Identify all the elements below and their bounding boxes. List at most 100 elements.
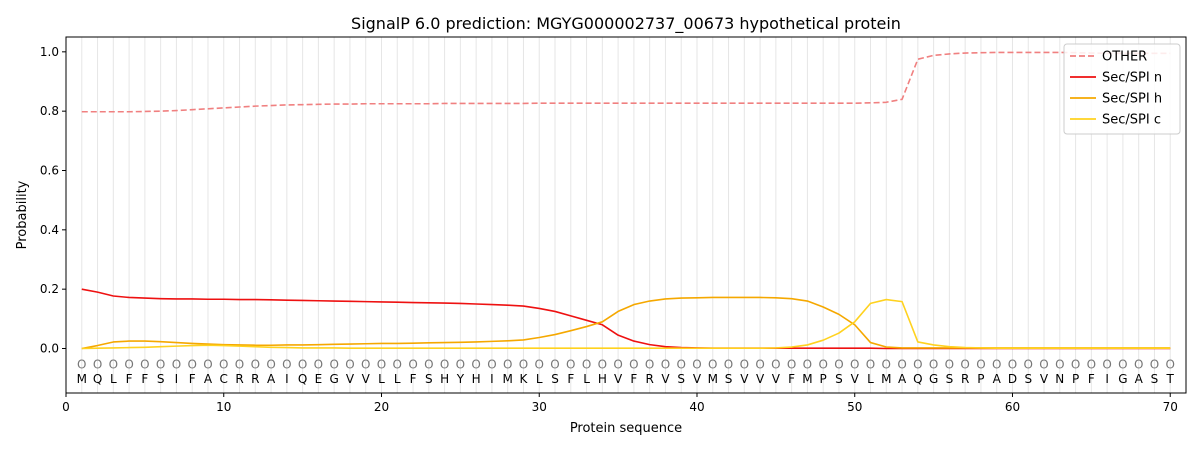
residue-letter: L [394, 372, 401, 386]
residue-letter: H [598, 372, 607, 386]
residue-letter: V [756, 372, 765, 386]
residue-letter: V [740, 372, 749, 386]
legend: OTHER Sec/SPI n Sec/SPI h Sec/SPI c [1063, 43, 1181, 135]
residue-letter: L [378, 372, 385, 386]
residue-letter: E [315, 372, 323, 386]
residue-letter: F [630, 372, 637, 386]
residue-letter: R [235, 372, 243, 386]
residue-letter: R [961, 372, 969, 386]
residue-letter: S [1024, 372, 1032, 386]
region-label: O [913, 357, 922, 371]
region-label: O [1087, 357, 1096, 371]
vertical-gridlines [81, 37, 1171, 393]
residue-letter: S [551, 372, 559, 386]
x-axis-label: Protein sequence [570, 421, 682, 436]
series-line-2 [81, 296, 1171, 350]
residue-letter: Y [456, 372, 465, 386]
residue-letter: F [141, 372, 148, 386]
y-tick-label: 1.0 [40, 45, 59, 59]
region-label: O [77, 357, 86, 371]
region-label: O [645, 357, 654, 371]
region-label: O [314, 357, 323, 371]
residue-letter: S [725, 372, 733, 386]
residue-letter: D [1008, 372, 1017, 386]
residue-letter: V [1040, 372, 1049, 386]
residue-letter: R [251, 372, 259, 386]
x-tick-label: 20 [374, 400, 389, 414]
x-tick-label: 30 [532, 400, 547, 414]
region-label: O [834, 357, 843, 371]
residue-letter: R [645, 372, 653, 386]
residue-letter: A [993, 372, 1002, 386]
residue-letter: S [677, 372, 685, 386]
y-tick-label: 0.4 [40, 223, 59, 237]
region-label: O [676, 357, 685, 371]
region-label: O [897, 357, 906, 371]
residue-letter: L [110, 372, 117, 386]
region-label: O [787, 357, 796, 371]
residue-letter: K [520, 372, 529, 386]
legend-label: OTHER [1102, 50, 1147, 65]
residue-letter: F [410, 372, 417, 386]
region-label: O [440, 357, 449, 371]
residue-letter: V [772, 372, 781, 386]
region-label: O [882, 357, 891, 371]
chart-title: SignalP 6.0 prediction: MGYG000002737_00… [351, 14, 901, 34]
region-label: O [408, 357, 417, 371]
region-label: O [1024, 357, 1033, 371]
y-tick-label: 0.0 [40, 342, 59, 356]
region-label: O [1118, 357, 1127, 371]
region-label: O [424, 357, 433, 371]
region-label: O [976, 357, 985, 371]
x-tick-label: 60 [1005, 400, 1020, 414]
residue-letter: M [503, 372, 513, 386]
residue-letter: P [820, 372, 827, 386]
region-label: O [1071, 357, 1080, 371]
legend-label: Sec/SPI h [1102, 92, 1162, 107]
x-axis-ticks: 0 10 20 30 40 50 60 70 [62, 393, 1178, 414]
region-label: O [1134, 357, 1143, 371]
region-label: O [1165, 357, 1174, 371]
residue-letter: Q [913, 372, 922, 386]
residue-letter: M [77, 372, 87, 386]
region-label: O [598, 357, 607, 371]
region-label: O [1039, 357, 1048, 371]
residue-letter: H [472, 372, 481, 386]
residue-letter: Q [298, 372, 307, 386]
residue-letter: F [126, 372, 133, 386]
residue-letter: F [189, 372, 196, 386]
residue-letter: S [1151, 372, 1159, 386]
residue-letter: I [285, 372, 289, 386]
region-label: O [187, 357, 196, 371]
residue-letter: H [440, 372, 449, 386]
region-label: O [156, 357, 165, 371]
residue-letter: V [661, 372, 670, 386]
x-tick-label: 50 [847, 400, 862, 414]
region-label: O [550, 357, 559, 371]
x-tick-label: 0 [62, 400, 70, 414]
region-label: O [945, 357, 954, 371]
residue-letter: L [536, 372, 543, 386]
residue-letter: A [898, 372, 907, 386]
plot-frame [65, 36, 1187, 394]
region-label: O [960, 357, 969, 371]
residue-letter: G [1118, 372, 1127, 386]
residue-letter: P [977, 372, 984, 386]
region-label: O [613, 357, 622, 371]
residue-letter: S [946, 372, 954, 386]
region-label: O [755, 357, 764, 371]
residue-letter: A [204, 372, 213, 386]
residue-letter: M [881, 372, 891, 386]
region-label: O [345, 357, 354, 371]
residue-letter: C [220, 372, 228, 386]
y-tick-label: 0.6 [40, 164, 59, 178]
region-label: O [219, 357, 228, 371]
region-label: O [203, 357, 212, 371]
region-label: O [771, 357, 780, 371]
region-label: O [266, 357, 275, 371]
region-label: O [235, 357, 244, 371]
series-line-1 [81, 288, 1171, 350]
residue-annotations: OMOQOLOFOFOSOIOFOAOCOROROAOIOQOEOGOVOVOL… [77, 357, 1175, 386]
residue-letter: V [346, 372, 355, 386]
